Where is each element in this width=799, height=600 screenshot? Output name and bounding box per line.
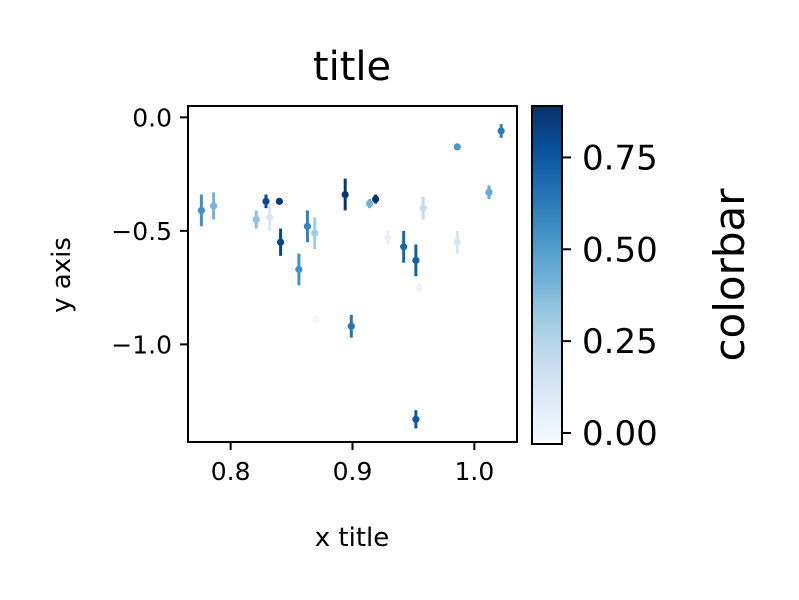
data-point [295, 265, 303, 274]
data-point [311, 229, 319, 237]
data-point [412, 415, 420, 423]
y-tick-label: −0.5 [111, 217, 172, 246]
data-point [347, 322, 355, 330]
colorbar-ticks: 0.00 0.25 0.50 0.75 [562, 138, 658, 454]
x-tick-label: 0.9 [333, 457, 373, 486]
data-point [262, 197, 270, 205]
x-axis-label: x title [315, 523, 389, 553]
colorbar-label: colorbar [705, 188, 754, 362]
x-tick-label: 1.0 [454, 457, 494, 486]
data-point [277, 238, 285, 246]
data-point [485, 188, 493, 196]
y-tick-label: −1.0 [111, 330, 172, 359]
colorbar-gradient [531, 105, 563, 445]
plot-frame [187, 105, 518, 443]
data-point [275, 197, 283, 205]
colorbar-tick-label: 0.50 [582, 230, 658, 270]
data-point [312, 315, 320, 324]
colorbar-tick-label: 0.00 [582, 414, 658, 454]
data-point [303, 222, 312, 230]
data-point [453, 238, 461, 246]
chart-title: title [313, 44, 391, 90]
data-point [365, 200, 374, 208]
y-axis-ticks: 0.0 −0.5 −1.0 [111, 103, 188, 359]
y-tick-label: 0.0 [132, 103, 172, 132]
x-axis-ticks: 0.8 0.9 1.0 [211, 442, 494, 486]
colorbar-tick-label: 0.75 [582, 138, 658, 178]
data-point [412, 256, 420, 264]
colorbar-tick-label: 0.25 [582, 322, 658, 362]
data-point [384, 234, 392, 242]
data-point [197, 206, 206, 215]
data-points-layer [197, 124, 505, 429]
data-point [497, 127, 505, 135]
x-tick-label: 0.8 [211, 457, 251, 486]
data-point [415, 284, 424, 292]
data-point [372, 195, 380, 203]
data-point [341, 190, 349, 199]
y-axis-label: y axis [47, 237, 77, 313]
data-point [453, 143, 461, 151]
data-point [209, 202, 218, 210]
data-point [266, 213, 274, 221]
data-point [252, 215, 260, 224]
data-point [400, 243, 408, 251]
data-point [419, 204, 427, 212]
